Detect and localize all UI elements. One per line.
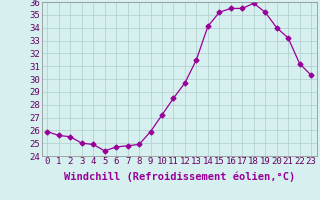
X-axis label: Windchill (Refroidissement éolien,°C): Windchill (Refroidissement éolien,°C)	[64, 172, 295, 182]
